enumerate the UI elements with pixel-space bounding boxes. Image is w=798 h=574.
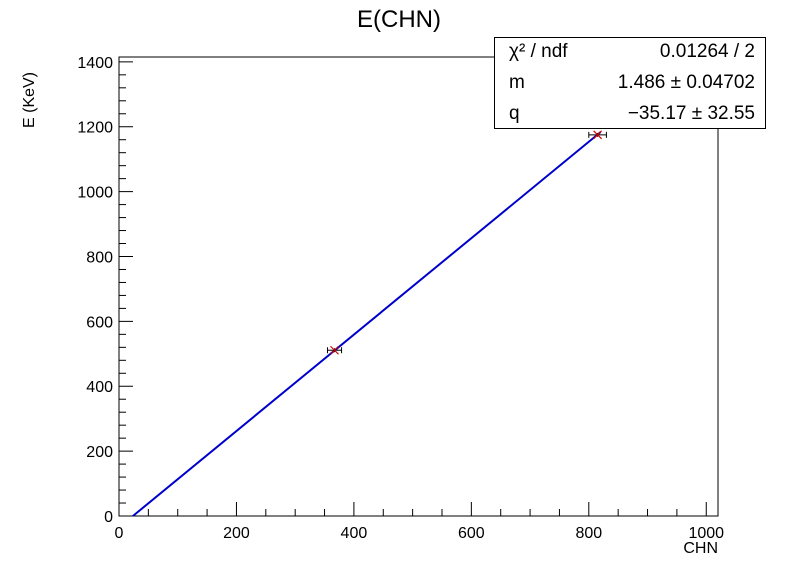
- axis-ticks: [118, 61, 707, 517]
- data-point: [326, 345, 343, 355]
- x-tick-label: 0: [115, 525, 124, 542]
- data-point: [588, 130, 607, 140]
- y-tick-label: 1400: [77, 55, 113, 72]
- y-tick-label: 0: [104, 509, 113, 526]
- y-tick-label: 1000: [77, 185, 113, 202]
- x-tick-label: 400: [341, 525, 368, 542]
- chart-title: E(CHN): [357, 6, 441, 33]
- stats-key: χ² / ndf: [509, 41, 568, 62]
- tick-labels: 0 200 400 600 800 1000 0 200 400 600 800 1000 1200 14…: [77, 55, 724, 542]
- plot-frame: [118, 56, 719, 517]
- stats-row-chi2: χ² / ndf 0.01264 / 2: [495, 38, 765, 68]
- fit-line: [132, 131, 602, 517]
- stats-value: 1.486 ± 0.04702: [617, 72, 755, 93]
- y-tick-label: 200: [86, 444, 113, 461]
- point-marker: [330, 345, 339, 355]
- y-tick-label: 800: [86, 249, 113, 266]
- data-points: [326, 130, 607, 355]
- fit-line-group: [132, 131, 602, 517]
- stats-row-q: q −35.17 ± 32.55: [495, 100, 765, 130]
- x-tick-label: 200: [223, 525, 250, 542]
- x-tick-label: 1000: [688, 525, 724, 542]
- y-tick-label: 600: [86, 314, 113, 331]
- x-tick-label: 800: [575, 525, 602, 542]
- y-tick-label: 1200: [77, 120, 113, 137]
- stats-key: m: [509, 72, 525, 93]
- stats-row-m: m 1.486 ± 0.04702: [495, 69, 765, 99]
- stats-value: 0.01264 / 2: [659, 41, 755, 62]
- stats-key: q: [509, 103, 520, 124]
- point-marker: [593, 130, 603, 140]
- y-axis-label: E (KeV): [21, 71, 38, 128]
- stats-value: −35.17 ± 32.55: [627, 103, 755, 124]
- x-tick-label: 600: [458, 525, 485, 542]
- fit-stats-box: χ² / ndf 0.01264 / 2 m 1.486 ± 0.04702 q…: [494, 37, 766, 129]
- x-axis-label: CHN: [683, 540, 718, 557]
- y-tick-label: 400: [86, 379, 113, 396]
